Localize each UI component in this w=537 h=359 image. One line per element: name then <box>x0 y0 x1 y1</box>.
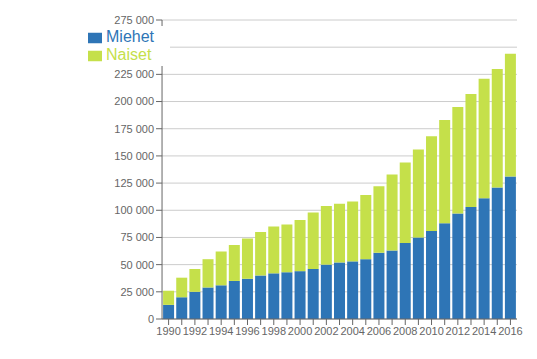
svg-text:2006: 2006 <box>367 325 391 337</box>
svg-text:200 000: 200 000 <box>114 95 154 107</box>
svg-text:2008: 2008 <box>393 325 417 337</box>
svg-text:1990: 1990 <box>156 325 180 337</box>
svg-text:250 000: 250 000 <box>114 41 154 53</box>
svg-text:75 000: 75 000 <box>120 231 154 243</box>
svg-text:0: 0 <box>148 313 154 325</box>
svg-text:175 000: 175 000 <box>114 123 154 135</box>
svg-text:1994: 1994 <box>209 325 233 337</box>
svg-text:25 000: 25 000 <box>120 286 154 298</box>
svg-text:2004: 2004 <box>340 325 364 337</box>
svg-text:125 000: 125 000 <box>114 177 154 189</box>
svg-text:2002: 2002 <box>314 325 338 337</box>
svg-text:50 000: 50 000 <box>120 259 154 271</box>
svg-text:275 000: 275 000 <box>114 14 154 26</box>
svg-text:1998: 1998 <box>262 325 286 337</box>
svg-text:100 000: 100 000 <box>114 204 154 216</box>
svg-text:1996: 1996 <box>235 325 259 337</box>
svg-text:2016: 2016 <box>498 325 522 337</box>
svg-text:2014: 2014 <box>472 325 496 337</box>
svg-text:1992: 1992 <box>183 325 207 337</box>
svg-text:225 000: 225 000 <box>114 68 154 80</box>
svg-text:2000: 2000 <box>288 325 312 337</box>
svg-text:150 000: 150 000 <box>114 150 154 162</box>
svg-text:2010: 2010 <box>419 325 443 337</box>
svg-text:2012: 2012 <box>446 325 470 337</box>
